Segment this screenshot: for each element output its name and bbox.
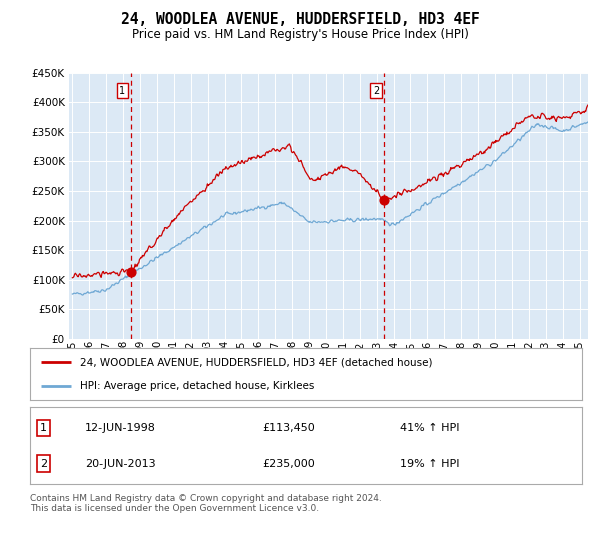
- Text: HPI: Average price, detached house, Kirklees: HPI: Average price, detached house, Kirk…: [80, 381, 314, 391]
- Text: 1: 1: [40, 423, 47, 433]
- Text: 24, WOODLEA AVENUE, HUDDERSFIELD, HD3 4EF (detached house): 24, WOODLEA AVENUE, HUDDERSFIELD, HD3 4E…: [80, 357, 432, 367]
- Text: Contains HM Land Registry data © Crown copyright and database right 2024.
This d: Contains HM Land Registry data © Crown c…: [30, 494, 382, 514]
- Text: 12-JUN-1998: 12-JUN-1998: [85, 423, 156, 433]
- Point: [126, 267, 136, 276]
- Text: Price paid vs. HM Land Registry's House Price Index (HPI): Price paid vs. HM Land Registry's House …: [131, 28, 469, 41]
- Text: £113,450: £113,450: [262, 423, 314, 433]
- Text: 1: 1: [119, 86, 125, 96]
- Text: 24, WOODLEA AVENUE, HUDDERSFIELD, HD3 4EF: 24, WOODLEA AVENUE, HUDDERSFIELD, HD3 4E…: [121, 12, 479, 27]
- Text: 41% ↑ HPI: 41% ↑ HPI: [400, 423, 460, 433]
- Text: £235,000: £235,000: [262, 459, 314, 469]
- Text: 2: 2: [373, 86, 379, 96]
- Text: 19% ↑ HPI: 19% ↑ HPI: [400, 459, 460, 469]
- Text: 2: 2: [40, 459, 47, 469]
- Point: [380, 195, 389, 204]
- Text: 20-JUN-2013: 20-JUN-2013: [85, 459, 156, 469]
